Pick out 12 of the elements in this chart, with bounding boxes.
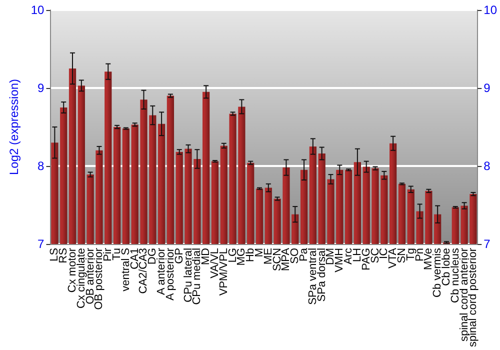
x-tick-label: M <box>254 248 266 258</box>
y2-tick-label: 8 <box>484 158 491 173</box>
y-tick-label: 9 <box>38 80 45 95</box>
x-tick-label: spinal cord posterior <box>467 248 480 348</box>
y-axis-title: Log2 (expression) <box>7 78 21 176</box>
y2-tick-label: 7 <box>484 236 491 251</box>
y-tick-label: 8 <box>38 158 45 173</box>
y2-tick-label: 9 <box>484 80 491 95</box>
y-tick-label: 7 <box>38 236 45 251</box>
y2-tick-label: 10 <box>484 3 498 17</box>
x-tick-label: OB posterior <box>93 248 106 310</box>
y-tick-label: 10 <box>30 3 45 17</box>
